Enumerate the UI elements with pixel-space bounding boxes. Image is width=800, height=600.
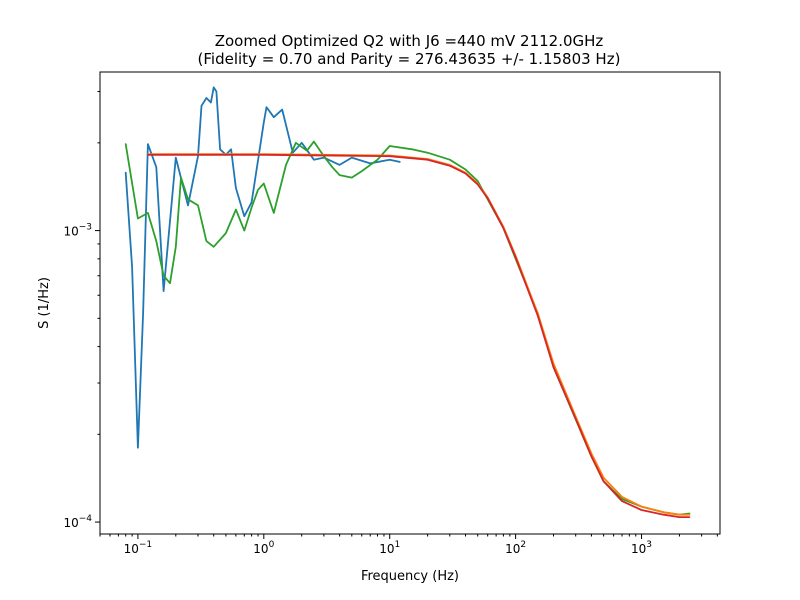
x-tick-label: 101 (379, 540, 400, 556)
x-tick-label: 102 (505, 540, 526, 556)
y-tick-label: 10−3 (63, 223, 92, 239)
x-tick-label: 10−1 (124, 540, 153, 556)
series-line-1 (124, 86, 401, 449)
y-axis-label: S (1/Hz) (37, 277, 52, 329)
series-line-4 (147, 153, 691, 518)
x-axis-label: Frequency (Hz) (361, 569, 459, 584)
series-line-2 (124, 140, 691, 516)
x-tick-label: 103 (631, 540, 652, 556)
x-tick-label: 100 (253, 540, 274, 556)
plot-frame (99, 71, 721, 535)
y-tick-label: 10−4 (63, 514, 92, 530)
chart-title-line-1: Zoomed Optimized Q2 with J6 =440 mV 2112… (215, 32, 604, 50)
series-line-3 (147, 153, 691, 516)
x-axis-ticks: 10−1 100 101 102 103 (99, 534, 718, 556)
plot-series (124, 86, 691, 518)
chart-title-line-2: (Fidelity = 0.70 and Parity = 276.43635 … (198, 50, 621, 68)
y-axis-ticks: 10−4 10−3 (63, 91, 100, 530)
